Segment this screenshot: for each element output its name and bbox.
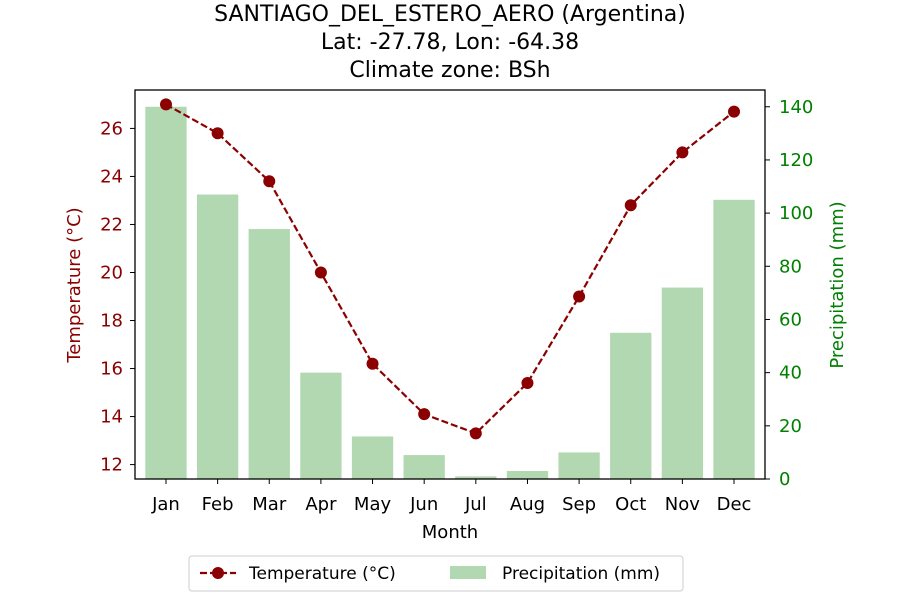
x-tick-label: Sep <box>562 494 596 515</box>
y-right-tick-label: 60 <box>779 309 802 330</box>
precipitation-bar <box>403 455 445 479</box>
y-right-axis-label: Precipitation (mm) <box>827 201 848 368</box>
precipitation-bar <box>713 199 755 479</box>
temperature-point <box>418 408 431 421</box>
x-axis-label: Month <box>422 522 478 543</box>
y-right-tick-label: 80 <box>779 256 802 277</box>
y-left-tick-label: 26 <box>100 118 123 139</box>
plot-frame <box>134 89 766 480</box>
temperature-point <box>728 105 741 118</box>
y-right-tick-label: 20 <box>779 416 802 437</box>
x-tick-label: Jul <box>464 494 487 515</box>
temperature-series-line <box>165 103 735 435</box>
y-left-tick-label: 12 <box>100 455 123 476</box>
y-left-tick-label: 22 <box>100 214 123 235</box>
temperature-point <box>211 127 224 140</box>
y-left-tick-label: 16 <box>100 359 123 380</box>
precipitation-bar <box>351 436 394 479</box>
y-left-tick-label: 20 <box>100 262 123 283</box>
precipitation-bar <box>300 372 342 479</box>
y-right-tick-label: 40 <box>779 363 802 384</box>
temperature-point <box>366 357 379 370</box>
precipitation-bar <box>455 476 497 479</box>
x-tick-label: Nov <box>665 494 700 515</box>
chart-title: SANTIAGO_DEL_ESTERO_AERO (Argentina) Lat… <box>214 2 686 83</box>
temperature-point <box>159 98 172 111</box>
x-tick-label: Oct <box>615 494 646 515</box>
x-axis-ticks: Jan Feb Mar Apr May Jun Jul Aug Sep Oct Nov Dec <box>151 479 751 515</box>
x-tick-label: Jun <box>409 494 438 515</box>
precipitation-bar <box>145 106 187 480</box>
x-tick-label: Jan <box>151 494 180 515</box>
x-tick-label: Mar <box>252 494 287 515</box>
x-tick-label: Apr <box>305 494 337 515</box>
legend: Temperature (°C) Precipitation (mm) <box>188 555 684 592</box>
y-right-tick-label: 120 <box>779 150 813 171</box>
temperature-point <box>676 146 689 159</box>
y-right-axis-ticks: 0 20 40 60 80 100 120 140 <box>765 97 813 490</box>
temperature-point <box>263 175 276 188</box>
x-tick-label: Feb <box>202 494 234 515</box>
y-right-tick-label: 0 <box>779 469 790 490</box>
precipitation-bar <box>661 287 704 479</box>
y-left-axis-label: Temperature (°C) <box>64 207 85 363</box>
precipitation-bar <box>196 194 239 480</box>
temperature-point <box>469 427 482 440</box>
temperature-point <box>573 290 586 303</box>
temperature-point <box>314 266 327 279</box>
precipitation-bars <box>145 106 755 480</box>
y-right-tick-label: 100 <box>779 203 813 224</box>
x-tick-label: May <box>354 494 392 515</box>
legend-temperature-swatch-marker <box>212 567 224 579</box>
y-left-tick-label: 18 <box>100 311 123 332</box>
temperature-line <box>159 98 741 440</box>
y-right-tick-label: 140 <box>779 97 813 118</box>
precipitation-bar <box>558 452 600 479</box>
legend-precipitation-label: Precipitation (mm) <box>502 564 660 584</box>
title-line-3: Climate zone: BSh <box>349 58 550 83</box>
title-line-2: Lat: -27.78, Lon: -64.38 <box>321 30 579 55</box>
temperature-point <box>624 199 637 212</box>
precipitation-bar <box>610 332 652 479</box>
legend-frame <box>188 555 684 592</box>
y-left-tick-label: 24 <box>100 166 123 187</box>
x-tick-label: Dec <box>717 494 752 515</box>
temperature-point <box>521 376 534 389</box>
legend-temperature-label: Temperature (°C) <box>248 564 396 584</box>
x-tick-label: Aug <box>510 494 545 515</box>
y-left-axis-ticks: 12 14 16 18 20 22 24 26 <box>100 118 135 476</box>
y-left-tick-label: 14 <box>100 407 123 428</box>
precipitation-bar <box>248 229 290 479</box>
precipitation-bar <box>506 471 549 479</box>
title-line-1: SANTIAGO_DEL_ESTERO_AERO (Argentina) <box>214 2 686 27</box>
legend-precipitation-swatch <box>450 566 486 579</box>
